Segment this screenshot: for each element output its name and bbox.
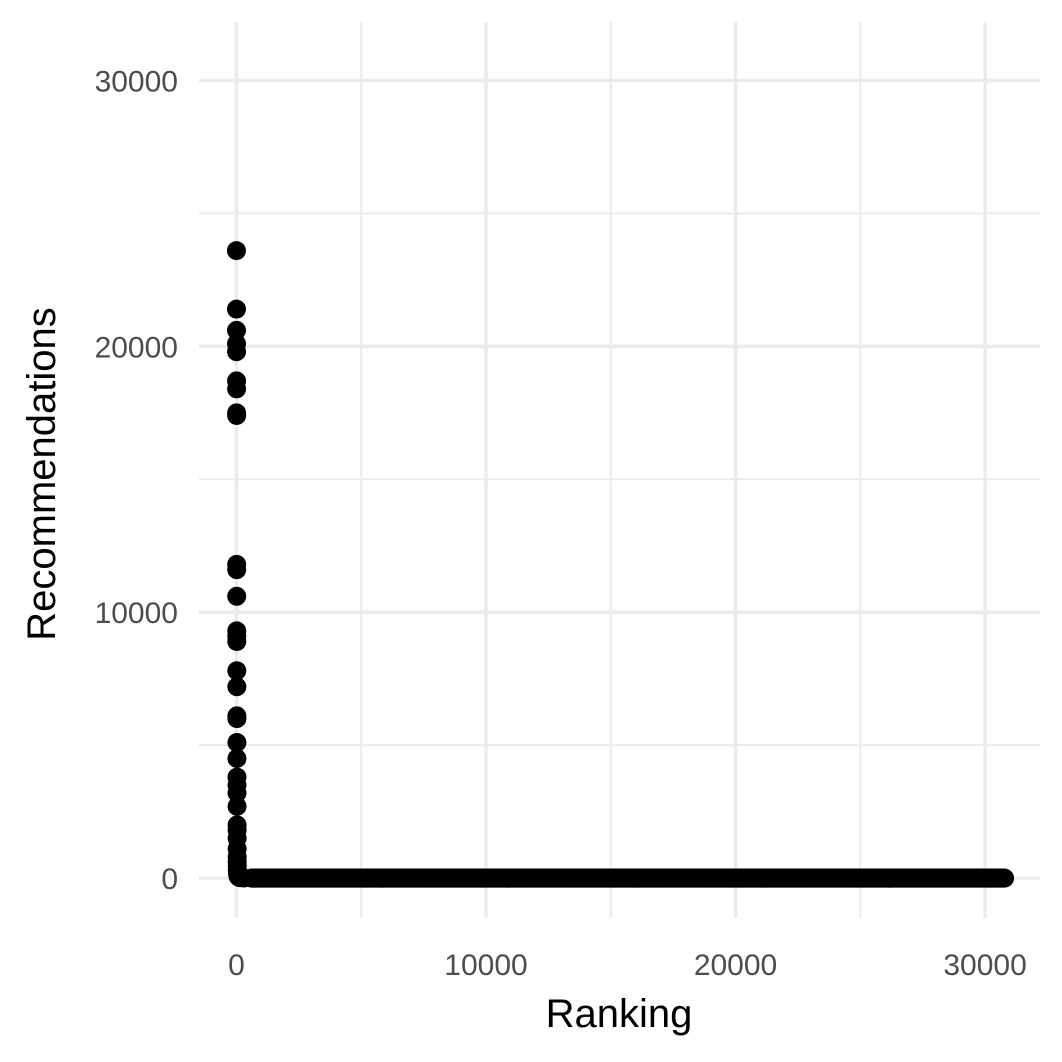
grid — [199, 22, 1040, 918]
x-axis-ticks: 0 10000 20000 30000 — [228, 949, 1027, 982]
y-tick-label: 20000 — [95, 331, 178, 364]
data-point — [227, 560, 247, 580]
x-tick-label: 10000 — [444, 949, 527, 982]
x-tick-label: 20000 — [694, 949, 777, 982]
data-point — [227, 796, 247, 816]
data-point — [995, 868, 1015, 888]
data-point — [227, 661, 247, 681]
data-point — [226, 299, 246, 319]
y-axis-title: Recommendations — [20, 307, 64, 641]
x-tick-label: 0 — [228, 949, 245, 982]
data-point — [227, 379, 247, 399]
y-tick-label: 30000 — [95, 65, 178, 98]
data-point — [227, 748, 247, 768]
data-point — [227, 709, 247, 729]
x-axis-title: Ranking — [546, 992, 693, 1036]
data-point — [227, 733, 247, 753]
data-point — [227, 586, 247, 606]
data-points — [226, 241, 1015, 888]
y-axis-ticks: 0 10000 20000 30000 — [95, 65, 178, 896]
data-point — [227, 406, 247, 425]
x-tick-label: 30000 — [943, 949, 1026, 982]
y-tick-label: 0 — [161, 863, 178, 896]
data-point — [227, 320, 247, 340]
data-point — [226, 241, 246, 261]
y-tick-label: 10000 — [95, 597, 178, 630]
data-point — [227, 677, 247, 697]
data-point — [227, 783, 247, 803]
data-point — [227, 342, 247, 362]
data-point — [227, 631, 247, 651]
